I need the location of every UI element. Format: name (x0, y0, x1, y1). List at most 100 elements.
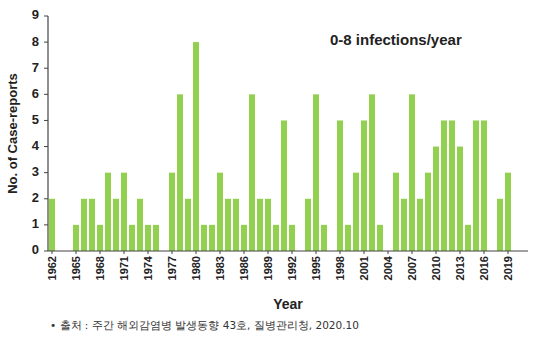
y-tick-label: 6 (32, 86, 39, 101)
bar (129, 225, 135, 251)
x-tick (460, 251, 461, 254)
bar (73, 225, 79, 251)
x-tick-label: 1962 (46, 256, 58, 280)
bar (113, 199, 119, 251)
bar (305, 199, 311, 251)
bar (417, 199, 423, 251)
x-tick-label: 2013 (454, 256, 466, 280)
bar (345, 225, 351, 251)
page: {"chart_data": { "type": "bar", "y_label… (0, 0, 540, 337)
x-tick-label: 1977 (166, 256, 178, 280)
y-axis-label: No. of Case-reports (5, 73, 20, 194)
bar (497, 199, 503, 251)
x-tick (412, 251, 413, 254)
x-tick-label: 1992 (286, 256, 298, 280)
x-tick (388, 251, 389, 254)
x-tick-label: 2001 (358, 256, 370, 280)
x-tick-label: 2007 (406, 256, 418, 280)
x-tick (340, 251, 341, 254)
y-tick (44, 224, 48, 225)
bar (201, 225, 207, 251)
y-tick-label: 0 (32, 242, 39, 257)
x-tick (196, 251, 197, 254)
bar (321, 225, 327, 251)
x-axis-label: Year (273, 296, 303, 312)
bar (209, 225, 215, 251)
bar (81, 199, 87, 251)
bar (369, 94, 375, 251)
y-tick-label: 1 (32, 216, 39, 231)
x-tick (364, 251, 365, 254)
x-tick-label: 2019 (502, 256, 514, 280)
y-tick-label: 8 (32, 34, 39, 49)
bars (49, 42, 511, 251)
bar (377, 225, 383, 251)
bar (409, 94, 415, 251)
x-tick (52, 251, 53, 254)
bar (473, 120, 479, 251)
bar (393, 173, 399, 251)
bar (249, 94, 255, 251)
x-tick-label: 1980 (190, 256, 202, 280)
x-tick (268, 251, 269, 254)
chart: 0123456789196219651968197119741977198019… (0, 0, 540, 337)
y-tick (44, 172, 48, 173)
bar (313, 94, 319, 251)
x-tick (124, 251, 125, 254)
annotation: 0-8 infections/year (330, 31, 462, 48)
x-tick (436, 251, 437, 254)
x-tick (292, 251, 293, 254)
bar (361, 120, 367, 251)
bar (481, 120, 487, 251)
y-tick (44, 146, 48, 147)
y-tick (44, 16, 48, 17)
bar (257, 199, 263, 251)
x-tick (244, 251, 245, 254)
bar (289, 225, 295, 251)
x-tick (316, 251, 317, 254)
source: • 출처 : 주간 해외감염병 발생동향 43호, 질병관리청, 2020.10 (50, 319, 359, 331)
bar (145, 225, 151, 251)
bar (185, 199, 191, 251)
y-tick-label: 3 (32, 164, 39, 179)
bar (177, 94, 183, 251)
x-tick (508, 251, 509, 254)
y-tick (44, 68, 48, 69)
y-tick-label: 2 (32, 190, 39, 205)
bar (401, 199, 407, 251)
x-tick-label: 1968 (94, 256, 106, 280)
bar (281, 120, 287, 251)
x-tick (484, 251, 485, 254)
bar (225, 199, 231, 251)
bar (89, 199, 95, 251)
bar (265, 199, 271, 251)
y-tick (44, 251, 48, 252)
x-tick-label: 1974 (142, 255, 154, 280)
x-tick (172, 251, 173, 254)
x-axis-line (48, 250, 528, 251)
x-tick-label: 1965 (70, 256, 82, 280)
bar (193, 42, 199, 251)
bar (97, 225, 103, 251)
x-tick (220, 251, 221, 254)
y-tick (44, 120, 48, 121)
bar (169, 173, 175, 251)
x-tick-label: 2004 (382, 255, 394, 280)
bar (273, 225, 279, 251)
y-tick-label: 9 (32, 7, 39, 22)
x-tick-label: 1983 (214, 256, 226, 280)
x-tick-label: 2016 (478, 256, 490, 280)
y-tick-label: 4 (32, 138, 40, 153)
bar (505, 173, 511, 251)
x-tick-label: 1989 (262, 256, 274, 280)
bar (217, 173, 223, 251)
y-tick (44, 94, 48, 95)
x-tick-label: 1986 (238, 256, 250, 280)
y-axis-line (47, 16, 48, 251)
bar (425, 173, 431, 251)
y-tick (44, 42, 48, 43)
bar (105, 173, 111, 251)
x-tick (100, 251, 101, 254)
bar (353, 173, 359, 251)
bar (241, 225, 247, 251)
